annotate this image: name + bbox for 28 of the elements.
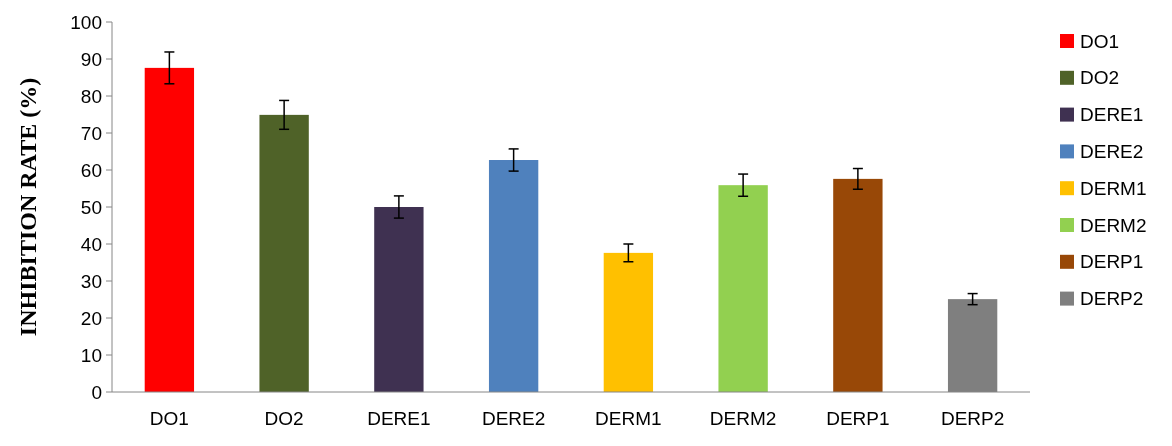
x-tick-label: DERM1 xyxy=(595,407,662,429)
y-tick-label: 50 xyxy=(80,196,102,218)
y-tick-label: 100 xyxy=(70,11,102,33)
y-tick-label: 40 xyxy=(80,233,102,255)
y-tick-label: 20 xyxy=(80,307,102,329)
legend-label: DO1 xyxy=(1080,30,1120,52)
y-tick-label: 60 xyxy=(80,159,102,181)
x-tick-label: DERP1 xyxy=(826,407,890,429)
y-tick-label: 80 xyxy=(80,85,102,107)
y-axis-title: INHIBITION RATE (%) xyxy=(15,77,42,337)
x-tick-label: DO1 xyxy=(149,407,189,429)
y-tick-label: 70 xyxy=(80,122,102,144)
legend-label: DERM2 xyxy=(1080,214,1147,236)
x-tick-label: DERP2 xyxy=(940,407,1005,429)
legend-label: DERE1 xyxy=(1080,104,1144,126)
x-tick-label: DERE1 xyxy=(367,407,431,429)
x-tick-label: DERM2 xyxy=(709,407,777,429)
legend-label: DERE2 xyxy=(1080,141,1144,163)
x-tick-label: DO2 xyxy=(264,407,304,429)
legend-label: DO2 xyxy=(1080,67,1120,89)
y-tick-label: 90 xyxy=(80,48,102,70)
legend-label: DERP1 xyxy=(1080,251,1144,273)
x-tick-label: DERE2 xyxy=(481,407,546,429)
legend-label: DERP2 xyxy=(1080,288,1144,310)
legend-label: DERM1 xyxy=(1080,177,1147,199)
y-tick-label: 10 xyxy=(80,344,102,366)
y-tick-label: 30 xyxy=(80,270,102,292)
y-tick-label: 0 xyxy=(91,381,102,403)
